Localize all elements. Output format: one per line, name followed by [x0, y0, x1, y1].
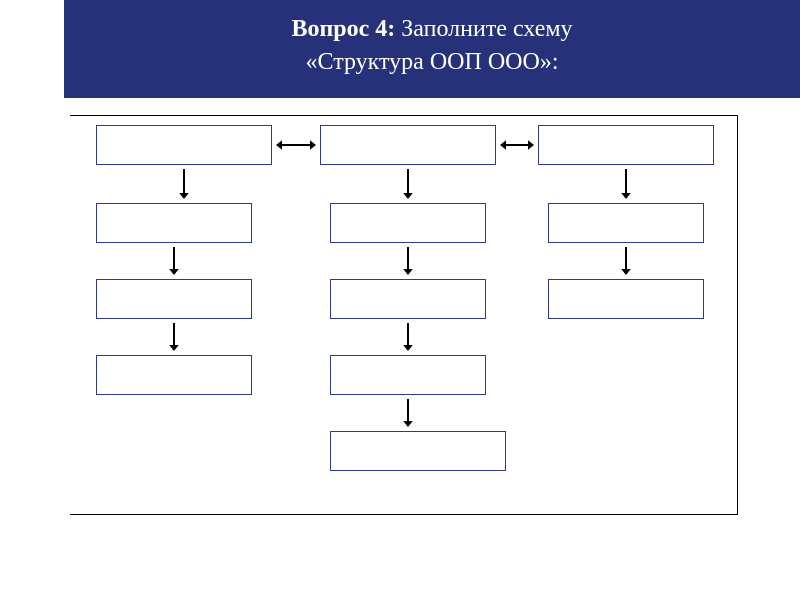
box-r2c2 [330, 203, 486, 243]
down-arrow-icon [398, 165, 418, 203]
box-r5c2 [330, 431, 506, 471]
box-r1c2 [320, 125, 496, 165]
header-banner: Вопрос 4: Заполните схему «Структура ООП… [64, 0, 800, 98]
down-arrow-icon [398, 243, 418, 279]
box-r3c3 [548, 279, 704, 319]
box-r3c1 [96, 279, 252, 319]
box-r1c3 [538, 125, 714, 165]
box-r4c2 [330, 355, 486, 395]
down-arrow-icon [398, 319, 418, 355]
double-arrow-icon [496, 135, 538, 155]
down-arrow-icon [616, 243, 636, 279]
down-arrow-icon [164, 243, 184, 279]
double-arrow-icon [272, 135, 320, 155]
box-r2c3 [548, 203, 704, 243]
header-line-2: «Структура ООП ООО»: [64, 49, 800, 76]
box-r2c1 [96, 203, 252, 243]
diagram-frame-right-rule [737, 115, 738, 515]
box-r1c1 [96, 125, 272, 165]
down-arrow-icon [398, 395, 418, 431]
box-r4c1 [96, 355, 252, 395]
header-line-1-bold: Вопрос 4: [291, 16, 395, 42]
flowchart-diagram [70, 115, 750, 545]
diagram-frame-bottom-rule [70, 514, 738, 515]
header-line-1-rest: Заполните схему [395, 16, 572, 42]
diagram-frame-top-rule [70, 115, 738, 116]
box-r3c2 [330, 279, 486, 319]
down-arrow-icon [164, 319, 184, 355]
header-line-1: Вопрос 4: Заполните схему [64, 16, 800, 43]
down-arrow-icon [616, 165, 636, 203]
down-arrow-icon [174, 165, 194, 203]
